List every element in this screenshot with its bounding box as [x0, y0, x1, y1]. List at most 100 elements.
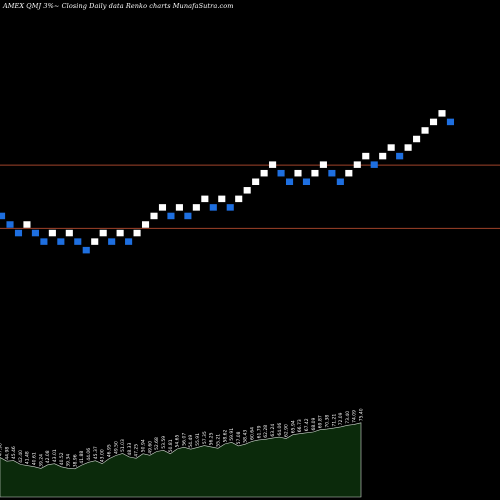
- volume-label-2: 44.98: [4, 447, 10, 460]
- renko-brick-34: [277, 169, 285, 177]
- renko-brick-50: [413, 135, 421, 143]
- renko-brick-38: [311, 169, 319, 177]
- renko-brick-25: [201, 195, 209, 203]
- renko-brick-48: [396, 152, 404, 160]
- renko-brick-5: [31, 229, 39, 237]
- volume-label-49: 70.38: [324, 415, 330, 428]
- renko-brick-40: [328, 169, 336, 177]
- renko-brick-36: [294, 169, 302, 177]
- volume-label-15: 45.37: [93, 446, 99, 459]
- renko-brick-20: [158, 204, 167, 211]
- renko-brick-3: [14, 229, 23, 237]
- volume-area: [0, 422, 362, 498]
- volume-label-23: 49.60: [147, 441, 153, 454]
- renko-brick-21: [167, 212, 175, 220]
- renko-brick-12: [91, 238, 99, 245]
- volume-label-9: 43.01: [52, 449, 58, 462]
- volume-label-41: 63.24: [270, 424, 276, 437]
- volume-label-25: 53.59: [161, 436, 167, 449]
- volume-label-35: 59.91: [229, 428, 235, 441]
- renko-brick-47: [387, 144, 395, 151]
- renko-brick-10: [74, 238, 82, 245]
- volume-label-46: 67.42: [304, 418, 310, 431]
- renko-brick-31: [252, 178, 260, 185]
- volume-label-26: 50.81: [168, 439, 174, 452]
- renko-brick-44: [362, 152, 370, 160]
- volume-label-40: 62.28: [263, 425, 269, 438]
- renko-brick-53: [438, 110, 446, 117]
- volume-label-45: 66.73: [297, 419, 303, 432]
- renko-brick-1: [0, 212, 6, 220]
- volume-label-7: 39.24: [38, 454, 44, 467]
- renko-brick-52: [429, 118, 438, 126]
- volume-label-22: 50.94: [141, 439, 147, 452]
- volume-label-1: 47.90: [0, 443, 4, 456]
- renko-brick-33: [269, 161, 277, 168]
- volume-label-10: 40.52: [59, 452, 65, 465]
- volume-label-5: 41.48: [25, 451, 31, 464]
- volume-label-29: 54.49: [188, 435, 194, 448]
- volume-label-47: 68.09: [311, 417, 317, 430]
- volume-label-18: 49.50: [113, 441, 119, 454]
- volume-label-51: 72.09: [338, 412, 344, 425]
- renko-brick-14: [108, 238, 116, 245]
- renko-brick-15: [116, 229, 124, 237]
- volume-label-52: 73.40: [345, 411, 351, 424]
- renko-brick-32: [260, 169, 268, 177]
- volume-label-53: 74.09: [352, 410, 358, 423]
- renko-brick-46: [379, 152, 387, 160]
- volume-label-27: 54.65: [175, 434, 181, 447]
- volume-label-4: 42.40: [18, 450, 24, 463]
- volume-label-42: 64.06: [277, 423, 283, 436]
- renko-brick-4: [23, 221, 31, 228]
- volume-label-24: 52.68: [154, 437, 160, 450]
- volume-label-36: 57.08: [236, 431, 242, 444]
- renko-brick-42: [345, 169, 353, 177]
- renko-brick-51: [421, 127, 429, 134]
- volume-label-20: 48.33: [127, 442, 133, 455]
- renko-brick-9: [65, 229, 73, 237]
- volume-label-43: 62.90: [284, 424, 290, 437]
- renko-brick-35: [285, 178, 294, 185]
- volume-label-37: 58.43: [243, 430, 249, 443]
- volume-label-21: 47.25: [134, 444, 140, 457]
- renko-brick-8: [57, 238, 65, 245]
- volume-label-17: 46.95: [107, 444, 113, 457]
- renko-brick-27: [218, 195, 226, 203]
- volume-label-38: 60.64: [250, 427, 256, 440]
- renko-brick-23: [184, 212, 192, 220]
- renko-brick-24: [192, 204, 200, 211]
- renko-brick-49: [404, 144, 412, 151]
- volume-label-48: 69.87: [318, 415, 324, 428]
- volume-label-54: 75.40: [359, 408, 365, 421]
- volume-label-12: 38.96: [72, 454, 78, 467]
- volume-label-31: 57.35: [202, 431, 208, 444]
- volume-label-14: 44.06: [86, 448, 92, 461]
- chart-title: AMEX QMJ 3%~ Closing Daily data Renko ch…: [3, 2, 234, 10]
- volume-label-16: 43.00: [100, 449, 106, 462]
- renko-brick-39: [319, 161, 327, 168]
- renko-brick-41: [336, 178, 344, 185]
- volume-label-13: 41.88: [79, 451, 85, 464]
- volume-label-11: 39.34: [66, 454, 72, 467]
- volume-label-6: 40.61: [32, 452, 38, 465]
- renko-brick-28: [226, 204, 234, 211]
- volume-label-28: 56.07: [181, 433, 187, 446]
- renko-brick-13: [99, 229, 107, 237]
- renko-brick-26: [209, 204, 217, 211]
- renko-brick-54: [446, 118, 455, 126]
- volume-label-32: 56.25: [209, 432, 215, 445]
- volume-label-3: 45.46: [11, 446, 17, 459]
- volume-label-34: 58.62: [222, 429, 228, 442]
- volume-label-44: 65.94: [290, 420, 296, 433]
- renko-brick-19: [150, 212, 158, 220]
- renko-brick-22: [175, 204, 183, 211]
- volume-label-33: 55.21: [216, 434, 222, 447]
- renko-brick-30: [243, 187, 251, 194]
- renko-brick-18: [141, 221, 150, 228]
- renko-brick-7: [48, 229, 56, 237]
- renko-brick-2: [6, 221, 14, 228]
- volume-label-50: 71.21: [331, 414, 337, 427]
- renko-brick-11: [82, 246, 90, 254]
